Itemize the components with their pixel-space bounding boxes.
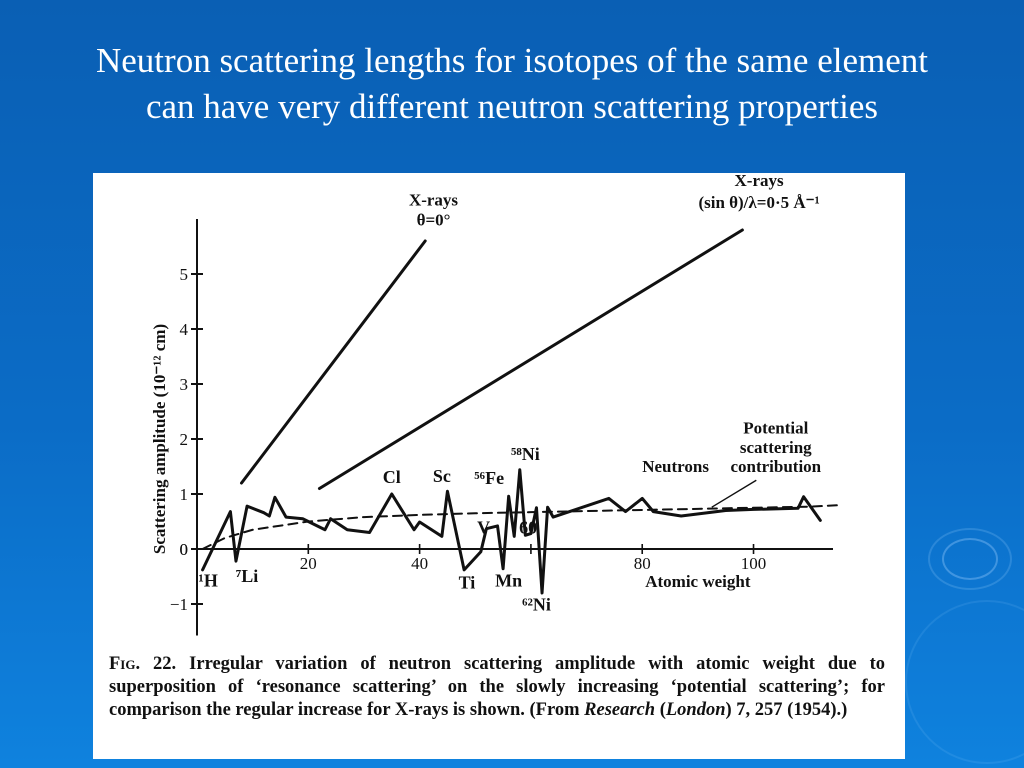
slide-title-line-2: can have very different neutron scatteri… [145, 87, 879, 126]
y-tick-label: 5 [180, 265, 189, 284]
caption-source-city: London [665, 700, 726, 720]
y-tick-label: 0 [180, 540, 189, 559]
isotope-label: ¹H [198, 570, 217, 590]
y-tick-label: 0 [180, 540, 189, 559]
isotope-label: Ti [459, 573, 476, 593]
series-x-rays-0 [240, 239, 427, 485]
y-tick-label: 4 [180, 320, 189, 339]
series-potential-scattering-contribution [201, 504, 844, 550]
y-tick-label: 3 [180, 375, 189, 394]
slide-title-line-1: Neutron scattering lengths for isotopes … [96, 41, 928, 80]
chart-annotation: contribution [730, 457, 821, 476]
series-neutrons [201, 468, 822, 595]
isotope-label: ⁶²Ni [522, 595, 551, 615]
x-tick-label: 40 [411, 554, 428, 573]
isotope-label: ⁷Li [236, 566, 258, 586]
chart-annotation: (sin θ)/λ=0·5 Å⁻¹ [698, 193, 819, 212]
figure-label: Fig. 22. [109, 654, 177, 674]
caption-source-rest: ) 7, 257 (1954).) [725, 700, 848, 720]
chart-annotation: X-rays [409, 190, 458, 209]
y-axis-title: Scattering amplitude (10⁻¹² cm) [150, 324, 169, 554]
y-tick-label: −1 [170, 595, 188, 614]
isotope-label: V [477, 518, 490, 538]
caption-text: Irregular variation of neutron scatterin… [109, 654, 886, 720]
x-tick-label: 60 [519, 518, 537, 538]
chart-annotation: θ=0° [417, 211, 451, 230]
x-tick-label: 80 [634, 554, 651, 573]
isotope-label: Mn [495, 570, 522, 590]
y-tick-label: 1 [180, 485, 189, 504]
figure-caption: Fig. 22. Irregular variation of neutron … [109, 653, 885, 722]
x-tick-label: 20 [300, 554, 317, 573]
slide-title: Neutron scattering lengths for isotopes … [0, 38, 1024, 130]
potential-label-leader [711, 479, 757, 508]
chart-annotation: Potential [743, 419, 808, 438]
chart-annotation: X-rays [735, 173, 784, 190]
caption-source-paren: ( [659, 700, 666, 720]
series-x-rays-sin-0-5 [317, 228, 744, 490]
caption-source-journal: Research [584, 700, 656, 720]
isotope-label: ⁵⁶Fe [474, 468, 504, 488]
y-tick-label: 2 [180, 430, 189, 449]
ripple-decoration-2 [928, 528, 1012, 590]
chart-annotation: Neutrons [642, 457, 709, 476]
x-tick-label: 100 [741, 554, 767, 573]
isotope-label: Cl [383, 467, 401, 487]
figure-panel: −1 0 1 2 3 4 5 0 20 40 80 100 Scattering amplitude (… [93, 173, 905, 759]
ripple-decoration-3 [905, 600, 1024, 764]
chart-annotation: scattering [740, 438, 812, 457]
x-axis-title: Atomic weight [645, 572, 751, 591]
isotope-label: Sc [433, 466, 451, 486]
isotope-label: ⁵⁸Ni [511, 444, 540, 464]
